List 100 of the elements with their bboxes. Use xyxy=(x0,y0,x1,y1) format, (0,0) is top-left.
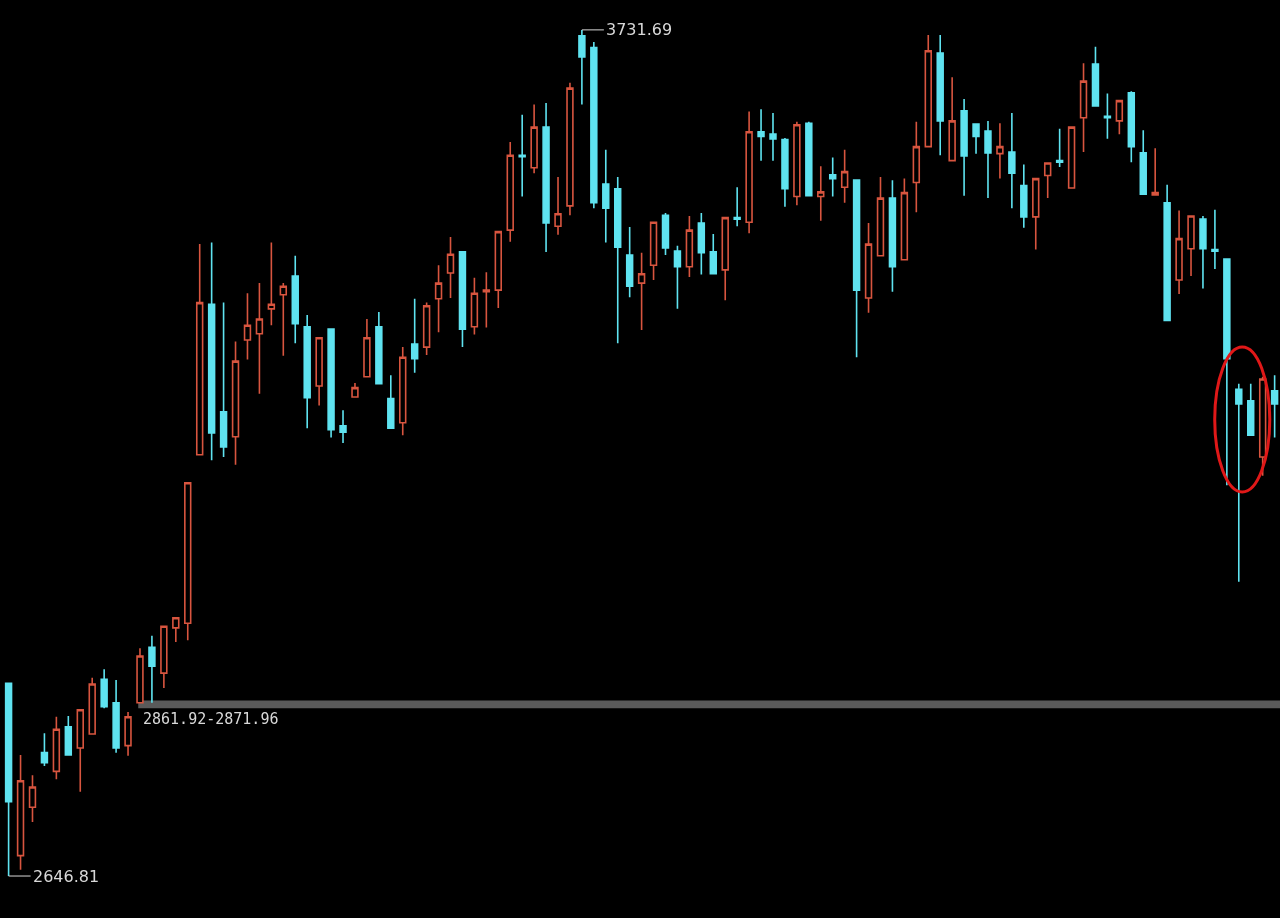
candlestick xyxy=(554,176,562,236)
candlestick xyxy=(1055,127,1064,168)
candlestick xyxy=(1032,177,1040,251)
candlestick xyxy=(1175,209,1183,295)
candlestick xyxy=(852,179,861,359)
candlestick xyxy=(315,336,323,407)
candlestick xyxy=(1127,90,1136,164)
candlestick xyxy=(948,76,956,162)
candlestick xyxy=(769,112,777,162)
candlestick xyxy=(1139,129,1147,196)
candlestick xyxy=(494,230,503,309)
candlestick xyxy=(530,103,538,174)
candlestick xyxy=(52,715,61,780)
candlestick xyxy=(40,732,49,767)
candlestick xyxy=(231,340,240,466)
candlestick xyxy=(195,243,204,456)
candlestick xyxy=(578,29,586,106)
candlestick xyxy=(661,212,670,256)
candlestick xyxy=(936,34,944,157)
candlestick xyxy=(590,41,598,210)
candlestick xyxy=(1091,46,1100,107)
candlestick xyxy=(984,120,992,199)
candlestick xyxy=(207,241,216,461)
candlestick xyxy=(100,668,108,709)
candlestick xyxy=(172,616,180,643)
candlestick xyxy=(697,212,706,276)
candlestick xyxy=(805,120,813,197)
candlestick xyxy=(160,625,168,689)
candlestick xyxy=(1151,147,1159,196)
candlestick xyxy=(649,221,658,281)
candlestick xyxy=(1020,163,1028,229)
candlestick xyxy=(733,186,741,227)
candlestick xyxy=(876,176,885,257)
candlestick xyxy=(566,81,574,217)
candlestick xyxy=(900,177,909,261)
candlestick xyxy=(602,148,610,244)
candlestick xyxy=(817,165,825,222)
candlestick xyxy=(518,113,526,198)
candlestick xyxy=(1247,382,1255,437)
candlestick xyxy=(781,137,789,208)
candlestick xyxy=(1223,258,1231,486)
candlestick xyxy=(387,374,395,429)
candlestick xyxy=(112,679,120,754)
candlestick xyxy=(399,346,407,437)
candlestick xyxy=(184,481,192,642)
candlestick xyxy=(996,122,1004,180)
candlestick xyxy=(255,282,264,395)
candlestick xyxy=(793,120,801,206)
candlestick xyxy=(721,216,729,302)
candlestick xyxy=(267,241,276,327)
candlestick xyxy=(64,715,73,757)
candlestick xyxy=(243,292,252,361)
candlestick xyxy=(757,108,765,162)
candlestick xyxy=(422,301,431,356)
annotation: 2646.81 xyxy=(33,867,100,886)
candlestick xyxy=(960,98,968,197)
candlestick xyxy=(924,34,932,148)
candlestick xyxy=(840,148,849,204)
candlestick xyxy=(506,141,514,243)
candlestick xyxy=(888,179,897,293)
annotation: 3731.69 xyxy=(606,20,673,39)
candlestick xyxy=(1067,126,1076,189)
candlestick xyxy=(136,647,144,704)
candlestick xyxy=(745,110,753,234)
candlestick xyxy=(1270,374,1279,439)
candlestick xyxy=(339,409,347,444)
candlestick xyxy=(685,215,694,278)
candlestick xyxy=(614,176,622,344)
candlestick xyxy=(542,102,550,253)
candlestick xyxy=(1235,382,1243,583)
candlestick xyxy=(1187,215,1195,277)
candlestick xyxy=(1199,215,1207,290)
candlestick xyxy=(148,634,156,704)
candlestick xyxy=(458,251,467,348)
candlestick xyxy=(1008,112,1016,210)
candlestick xyxy=(303,314,311,429)
candlestick xyxy=(828,156,837,198)
candlestick xyxy=(351,382,359,398)
candlestick xyxy=(327,328,335,439)
candlestick xyxy=(673,244,682,310)
band-label: 2861.92-2871.96 xyxy=(143,710,279,728)
candlestick xyxy=(410,297,419,374)
candlestick xyxy=(972,123,980,155)
candlestick xyxy=(28,774,37,823)
candlestick xyxy=(470,276,479,336)
candlestick xyxy=(434,264,443,334)
candlestick xyxy=(709,233,717,275)
candlestick xyxy=(625,226,634,298)
candlestick xyxy=(1163,184,1171,322)
candlestick xyxy=(16,754,25,871)
candlestick xyxy=(76,708,84,793)
candlestick xyxy=(446,236,455,299)
candlestick xyxy=(291,255,299,344)
candlestick xyxy=(4,682,13,877)
candlestick xyxy=(864,222,873,314)
candlestick xyxy=(279,282,288,357)
candlestick xyxy=(1115,99,1124,135)
candlestick xyxy=(1103,92,1112,140)
candlestick xyxy=(219,301,228,458)
candlestick xyxy=(912,120,921,213)
